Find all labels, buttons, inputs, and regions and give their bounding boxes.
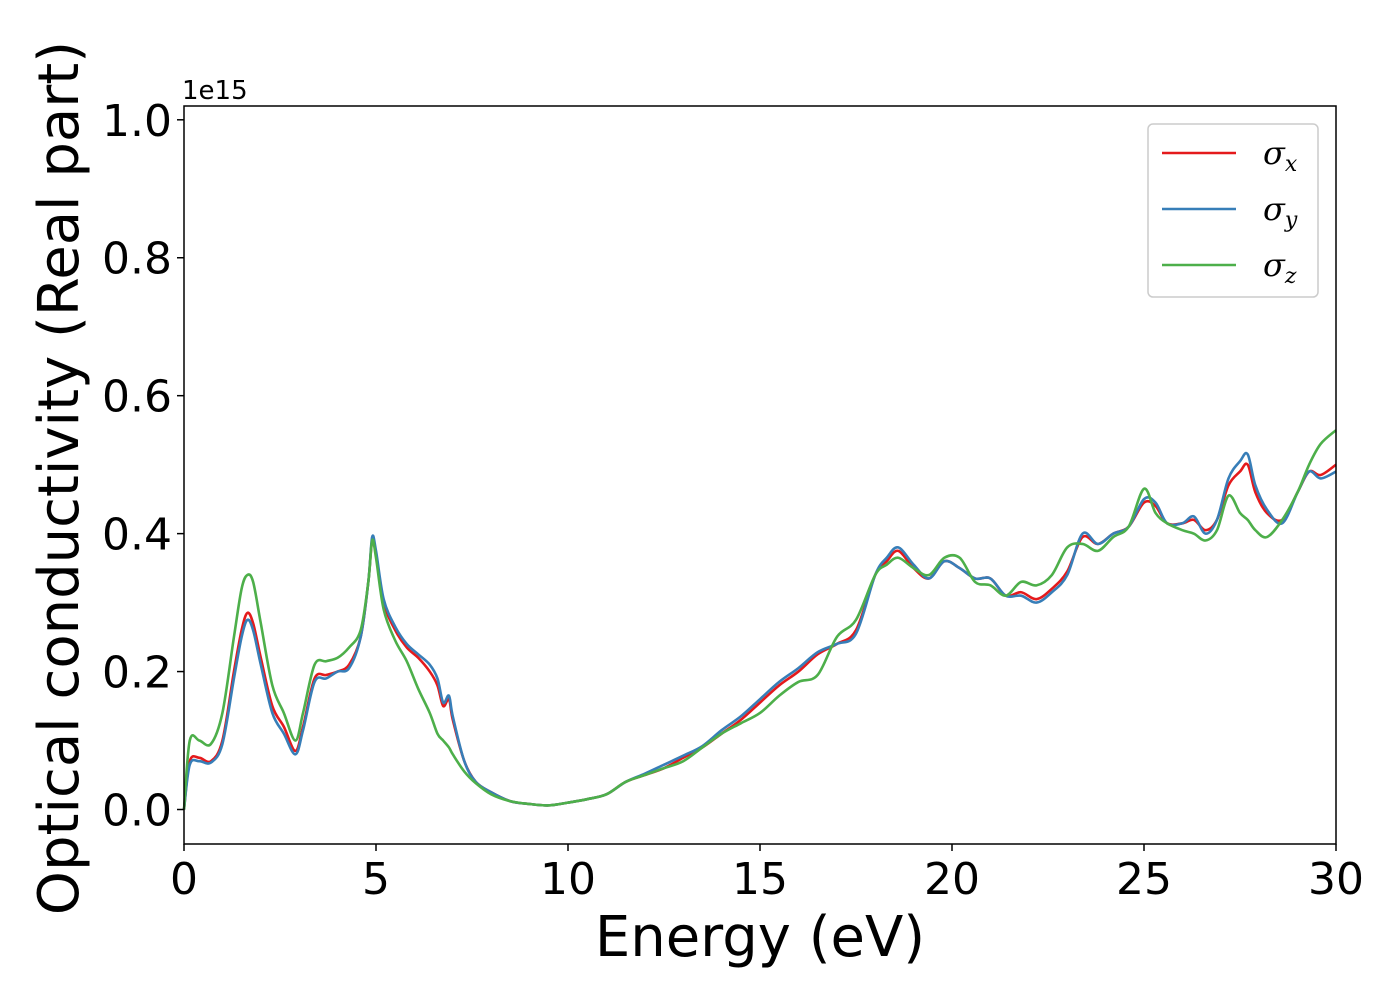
x-axis-title: Energy (eV) [595,905,925,970]
x-axis: 0 5 10 15 20 25 30 [170,844,1364,905]
x-tick-label: 0 [170,854,198,905]
legend-label-z: σz [1263,246,1297,289]
y-offset-label: 1e15 [182,76,248,106]
x-tick-label: 15 [732,854,788,905]
x-tick-label: 10 [540,854,596,905]
y-axis: 0.0 0.2 0.4 0.6 0.8 1.0 [102,96,184,837]
y-axis-title: Optical conductivity (Real part) [27,41,92,915]
y-tick-label: 0.8 [102,234,172,285]
x-tick-label: 20 [924,854,980,905]
y-tick-label: 0.4 [102,510,172,561]
legend-label-x: σx [1263,134,1298,177]
y-tick-label: 0.0 [102,786,172,837]
x-tick-label: 5 [362,854,390,905]
x-tick-label: 30 [1308,854,1364,905]
series-line-y [182,451,1337,810]
y-tick-label: 0.2 [102,648,172,699]
legend: σx σy σz [1147,123,1319,298]
x-tick-label: 25 [1116,854,1172,905]
legend-frame [1147,123,1319,298]
y-tick-label: 0.6 [102,372,172,423]
series-layer [182,429,1337,810]
series-line-z [182,429,1337,810]
legend-label-y: σy [1263,190,1298,233]
y-tick-label: 1.0 [102,96,172,147]
